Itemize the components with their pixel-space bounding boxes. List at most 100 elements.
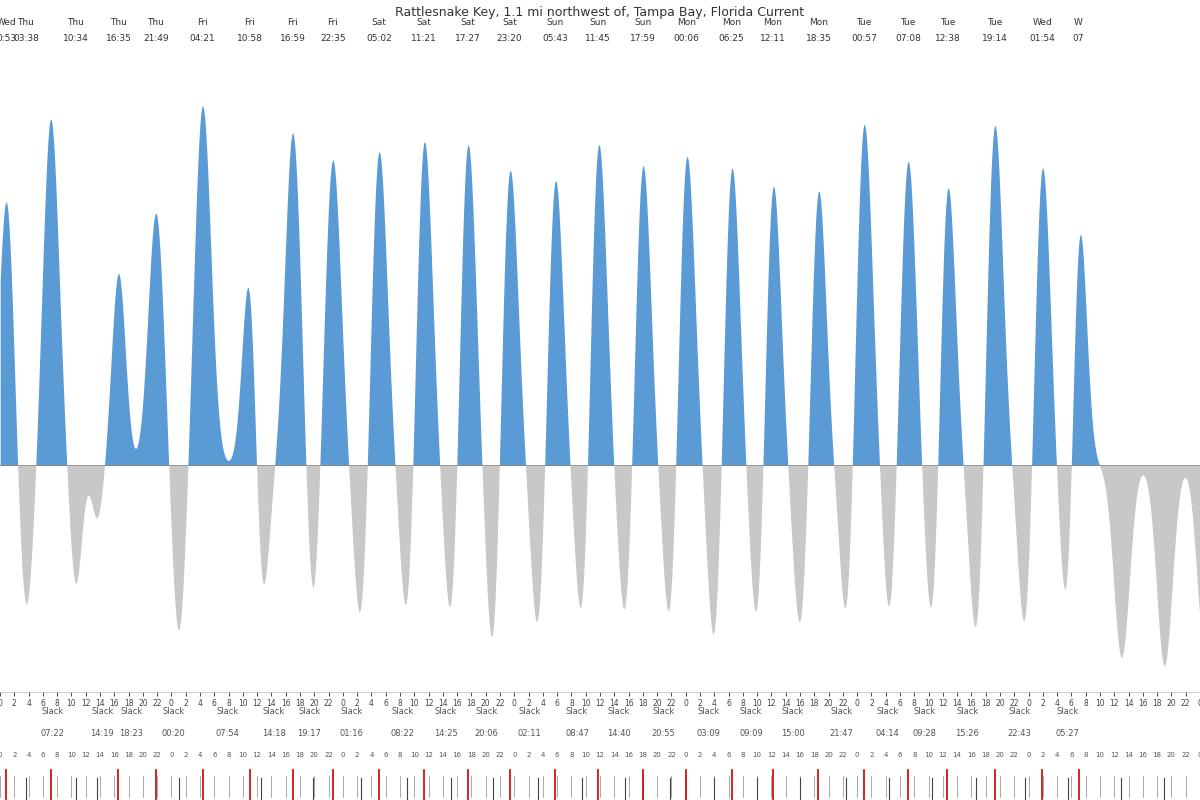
Text: 0: 0	[1026, 752, 1031, 758]
Text: Slack: Slack	[120, 707, 143, 716]
Text: 22: 22	[667, 752, 676, 758]
Text: 16: 16	[796, 752, 804, 758]
Text: 23:20: 23:20	[497, 34, 522, 43]
Text: 18:23: 18:23	[119, 729, 143, 738]
Text: 6: 6	[726, 752, 731, 758]
Text: 19:14: 19:14	[982, 34, 1007, 43]
Text: 20:55: 20:55	[652, 729, 676, 738]
Text: 6: 6	[1069, 752, 1074, 758]
Text: 07: 07	[1073, 34, 1085, 43]
Text: Slack: Slack	[518, 707, 541, 716]
Text: 2: 2	[527, 752, 530, 758]
Text: Slack: Slack	[781, 707, 804, 716]
Text: Sat: Sat	[416, 18, 431, 26]
Text: 11:21: 11:21	[412, 34, 437, 43]
Text: 14:25: 14:25	[434, 729, 457, 738]
Text: Slack: Slack	[298, 707, 320, 716]
Text: 16: 16	[452, 752, 462, 758]
Text: 2: 2	[869, 752, 874, 758]
Text: 17:59: 17:59	[630, 34, 655, 43]
Text: 20: 20	[481, 752, 490, 758]
Text: Tue: Tue	[940, 18, 955, 26]
Text: 16:35: 16:35	[106, 34, 131, 43]
Text: 20: 20	[996, 752, 1004, 758]
Text: 8: 8	[740, 752, 745, 758]
Text: Slack: Slack	[740, 707, 762, 716]
Text: W: W	[1074, 18, 1084, 26]
Text: 04:14: 04:14	[876, 729, 899, 738]
Text: 14: 14	[610, 752, 619, 758]
Text: 22: 22	[839, 752, 847, 758]
Text: Mon: Mon	[722, 18, 742, 26]
Text: 20:06: 20:06	[474, 729, 498, 738]
Text: Fri: Fri	[328, 18, 338, 26]
Text: Slack: Slack	[263, 707, 284, 716]
Text: 6: 6	[898, 752, 902, 758]
Text: 12: 12	[82, 752, 90, 758]
Text: Sun: Sun	[634, 18, 652, 26]
Text: 15:26: 15:26	[955, 729, 979, 738]
Text: 01:54: 01:54	[1030, 34, 1055, 43]
Text: 12: 12	[1110, 752, 1118, 758]
Text: Sun: Sun	[589, 18, 607, 26]
Text: 01:16: 01:16	[340, 729, 364, 738]
Text: 10: 10	[1096, 752, 1104, 758]
Text: 20: 20	[138, 752, 148, 758]
Text: Slack: Slack	[341, 707, 364, 716]
Text: 05:27: 05:27	[1056, 729, 1080, 738]
Text: 12: 12	[938, 752, 947, 758]
Text: 6: 6	[41, 752, 46, 758]
Text: Sat: Sat	[371, 18, 386, 26]
Text: Mon: Mon	[677, 18, 696, 26]
Text: 18: 18	[124, 752, 133, 758]
Text: Wed: Wed	[1032, 18, 1052, 26]
Text: 8: 8	[569, 752, 574, 758]
Text: 14: 14	[1124, 752, 1133, 758]
Text: 14: 14	[781, 752, 790, 758]
Text: 8: 8	[397, 752, 402, 758]
Text: Mon: Mon	[809, 18, 828, 26]
Text: 4: 4	[712, 752, 716, 758]
Text: Rattlesnake Key, 1.1 mi northwest of, Tampa Bay, Florida Current: Rattlesnake Key, 1.1 mi northwest of, Ta…	[396, 6, 804, 18]
Text: Slack: Slack	[1008, 707, 1031, 716]
Text: 07:54: 07:54	[216, 729, 240, 738]
Text: 14:18: 14:18	[262, 729, 286, 738]
Text: 21:49: 21:49	[143, 34, 169, 43]
Text: 12:38: 12:38	[935, 34, 960, 43]
Text: 2: 2	[12, 752, 17, 758]
Text: 0:53: 0:53	[0, 34, 17, 43]
Text: 12: 12	[595, 752, 605, 758]
Text: 02:11: 02:11	[518, 729, 541, 738]
Text: Fri: Fri	[197, 18, 208, 26]
Text: 14: 14	[96, 752, 104, 758]
Text: Slack: Slack	[876, 707, 899, 716]
Text: 10: 10	[67, 752, 76, 758]
Text: 18: 18	[810, 752, 818, 758]
Text: Slack: Slack	[475, 707, 498, 716]
Text: 16: 16	[109, 752, 119, 758]
Text: 19:17: 19:17	[298, 729, 322, 738]
Text: 00:20: 00:20	[162, 729, 186, 738]
Text: 4: 4	[26, 752, 31, 758]
Text: 03:38: 03:38	[13, 34, 38, 43]
Text: Fri: Fri	[245, 18, 256, 26]
Text: 10: 10	[752, 752, 762, 758]
Text: Thu: Thu	[110, 18, 127, 26]
Text: 20: 20	[824, 752, 833, 758]
Text: 04:21: 04:21	[190, 34, 215, 43]
Text: 0: 0	[0, 752, 2, 758]
Text: 11:45: 11:45	[586, 34, 611, 43]
Text: 16:59: 16:59	[280, 34, 306, 43]
Text: Mon: Mon	[763, 18, 782, 26]
Text: 18: 18	[295, 752, 305, 758]
Text: Sun: Sun	[546, 18, 564, 26]
Text: 10: 10	[581, 752, 590, 758]
Text: Slack: Slack	[217, 707, 239, 716]
Text: Tue: Tue	[900, 18, 916, 26]
Text: 2: 2	[355, 752, 359, 758]
Text: Thu: Thu	[18, 18, 35, 26]
Text: 0: 0	[341, 752, 346, 758]
Text: 16: 16	[624, 752, 634, 758]
Text: 22: 22	[496, 752, 504, 758]
Text: 15:00: 15:00	[781, 729, 805, 738]
